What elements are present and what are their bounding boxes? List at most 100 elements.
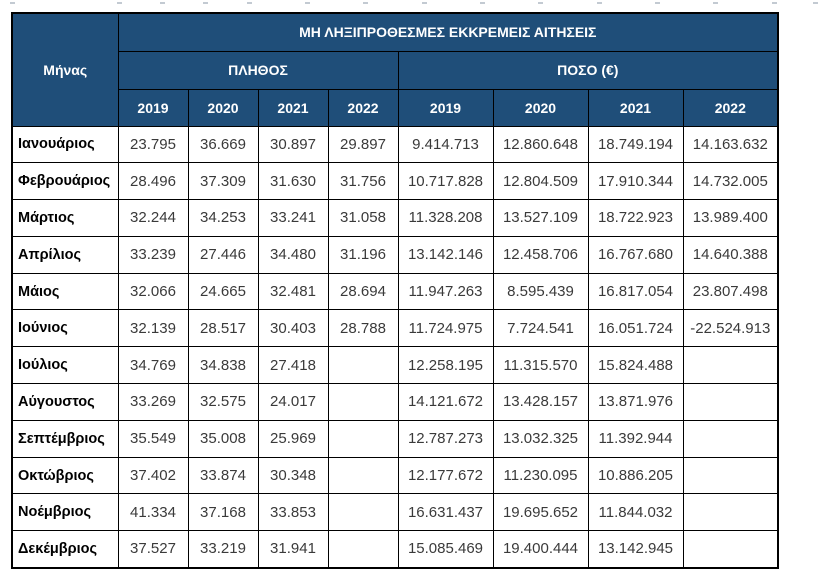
plithos-value-cell: 37.402: [117, 456, 189, 495]
poso-value-cell: 13.142.146: [397, 235, 494, 274]
poso-value-cell: 17.910.344: [587, 162, 684, 201]
plithos-value-cell: 33.874: [187, 456, 259, 495]
poso-value-cell: 13.527.109: [492, 199, 589, 237]
table-row: Φεβρουάριος 28.496 37.309 31.630 31.756 …: [11, 162, 779, 201]
poso-value-cell: 12.258.195: [397, 346, 494, 385]
cropped-gridline-artifact: [10, 2, 15, 4]
table-row: Μάιος 32.066 24.665 32.481 28.694 11.947…: [11, 272, 779, 311]
poso-value-cell: 18.722.923: [587, 199, 684, 237]
poso-value-cell: 14.163.632: [682, 125, 779, 164]
plithos-value-cell: 34.253: [187, 199, 259, 237]
plithos-value-cell: 37.168: [187, 493, 259, 532]
plithos-value-cell: 33.219: [187, 530, 259, 569]
poso-value-cell: 16.817.054: [587, 272, 684, 311]
plithos-value-cell: 34.769: [117, 346, 189, 385]
table-body: Ιανουάριος 23.795 36.669 30.897 29.897 9…: [11, 125, 779, 569]
plithos-value-cell: [327, 493, 399, 532]
plithos-value-cell: 28.788: [327, 309, 399, 348]
month-cell: Σεπτέμβριος: [11, 419, 119, 458]
title-row: Μήνας ΜΗ ΛΗΞΙΠΡΟΘΕΣΜΕΣ ΕΚΚΡΕΜΕΙΣ ΑΙΤΗΣΕΙ…: [11, 12, 779, 127]
poso-value-cell: 15.824.488: [587, 346, 684, 385]
table-header: Μήνας ΜΗ ΛΗΞΙΠΡΟΘΕΣΜΕΣ ΕΚΚΡΕΜΕΙΣ ΑΙΤΗΣΕΙ…: [11, 12, 779, 127]
poso-value-cell: 13.032.325: [492, 419, 589, 458]
plithos-value-cell: 34.480: [257, 235, 329, 274]
plithos-value-cell: 41.334: [117, 493, 189, 532]
month-cell: Μάρτιος: [11, 199, 119, 237]
year-header-plithos-2021: 2021: [257, 88, 329, 127]
poso-value-cell: 11.230.095: [492, 456, 589, 495]
poso-value-cell: 19.400.444: [492, 530, 589, 569]
poso-value-cell: [682, 383, 779, 421]
plithos-value-cell: [327, 456, 399, 495]
plithos-value-cell: 24.665: [187, 272, 259, 311]
plithos-value-cell: [327, 383, 399, 421]
table-row: Νοέμβριος 41.334 37.168 33.853 16.631.43…: [11, 493, 779, 532]
month-cell: Απρίλιος: [11, 235, 119, 274]
plithos-value-cell: 30.897: [257, 125, 329, 164]
plithos-value-cell: [327, 419, 399, 458]
table-row: Οκτώβριος 37.402 33.874 30.348 12.177.67…: [11, 456, 779, 495]
year-header-poso-2022: 2022: [682, 88, 779, 127]
poso-value-cell: 13.871.976: [587, 383, 684, 421]
poso-value-cell: [682, 530, 779, 569]
plithos-value-cell: 33.269: [117, 383, 189, 421]
month-cell: Αύγουστος: [11, 383, 119, 421]
poso-value-cell: 11.724.975: [397, 309, 494, 348]
plithos-value-cell: 28.496: [117, 162, 189, 201]
poso-value-cell: 10.717.828: [397, 162, 494, 201]
poso-value-cell: 7.724.541: [492, 309, 589, 348]
plithos-value-cell: 33.239: [117, 235, 189, 274]
pending-applications-table: Μήνας ΜΗ ΛΗΞΙΠΡΟΘΕΣΜΕΣ ΕΚΚΡΕΜΕΙΣ ΑΙΤΗΣΕΙ…: [11, 12, 780, 569]
plithos-value-cell: 29.897: [327, 125, 399, 164]
poso-value-cell: 23.807.498: [682, 272, 779, 311]
poso-value-cell: 10.886.205: [587, 456, 684, 495]
poso-value-cell: 16.051.724: [587, 309, 684, 348]
poso-value-cell: 14.121.672: [397, 383, 494, 421]
plithos-value-cell: 35.549: [117, 419, 189, 458]
poso-value-cell: 11.328.208: [397, 199, 494, 237]
year-header-poso-2021: 2021: [587, 88, 684, 127]
poso-value-cell: 13.989.400: [682, 199, 779, 237]
group-header-plithos: ΠΛΗΘΟΣ: [117, 50, 399, 90]
table-row: Απρίλιος 33.239 27.446 34.480 31.196 13.…: [11, 235, 779, 274]
plithos-value-cell: 36.669: [187, 125, 259, 164]
year-header-row: 2019 2020 2021 2022 2019 2020 2021 2022: [12, 88, 779, 127]
plithos-value-cell: 27.446: [187, 235, 259, 274]
poso-value-cell: 11.392.944: [587, 419, 684, 458]
poso-value-cell: [682, 456, 779, 495]
plithos-value-cell: 30.403: [257, 309, 329, 348]
table-row: Μάρτιος 32.244 34.253 33.241 31.058 11.3…: [11, 199, 779, 237]
group-header-poso: ΠΟΣΟ (€): [397, 50, 779, 90]
poso-value-cell: 16.631.437: [397, 493, 494, 532]
poso-value-cell: 14.640.388: [682, 235, 779, 274]
poso-value-cell: 19.695.652: [492, 493, 589, 532]
plithos-value-cell: 31.196: [327, 235, 399, 274]
plithos-value-cell: 24.017: [257, 383, 329, 421]
group-header-row: ΠΛΗΘΟΣ ΠΟΣΟ (€): [12, 50, 779, 90]
poso-value-cell: [682, 419, 779, 458]
plithos-value-cell: 33.853: [257, 493, 329, 532]
poso-value-cell: 11.844.032: [587, 493, 684, 532]
plithos-value-cell: 34.838: [187, 346, 259, 385]
plithos-value-cell: 28.694: [327, 272, 399, 311]
plithos-value-cell: 30.348: [257, 456, 329, 495]
plithos-value-cell: [327, 346, 399, 385]
plithos-value-cell: 32.244: [117, 199, 189, 237]
month-cell: Μάιος: [11, 272, 119, 311]
plithos-value-cell: 32.575: [187, 383, 259, 421]
plithos-value-cell: 25.969: [257, 419, 329, 458]
poso-value-cell: [682, 346, 779, 385]
poso-value-cell: 14.732.005: [682, 162, 779, 201]
poso-value-cell: 18.749.194: [587, 125, 684, 164]
poso-value-cell: 12.804.509: [492, 162, 589, 201]
year-header-poso-2019: 2019: [397, 88, 494, 127]
table-row: Ιούλιος 34.769 34.838 27.418 12.258.195 …: [11, 346, 779, 385]
table-row: Ιούνιος 32.139 28.517 30.403 28.788 11.7…: [11, 309, 779, 348]
plithos-value-cell: 32.481: [257, 272, 329, 311]
poso-value-cell: [682, 493, 779, 532]
month-cell: Οκτώβριος: [11, 456, 119, 495]
plithos-value-cell: 31.756: [327, 162, 399, 201]
plithos-value-cell: 35.008: [187, 419, 259, 458]
table-row: Σεπτέμβριος 35.549 35.008 25.969 12.787.…: [11, 419, 779, 458]
plithos-value-cell: 31.941: [257, 530, 329, 569]
